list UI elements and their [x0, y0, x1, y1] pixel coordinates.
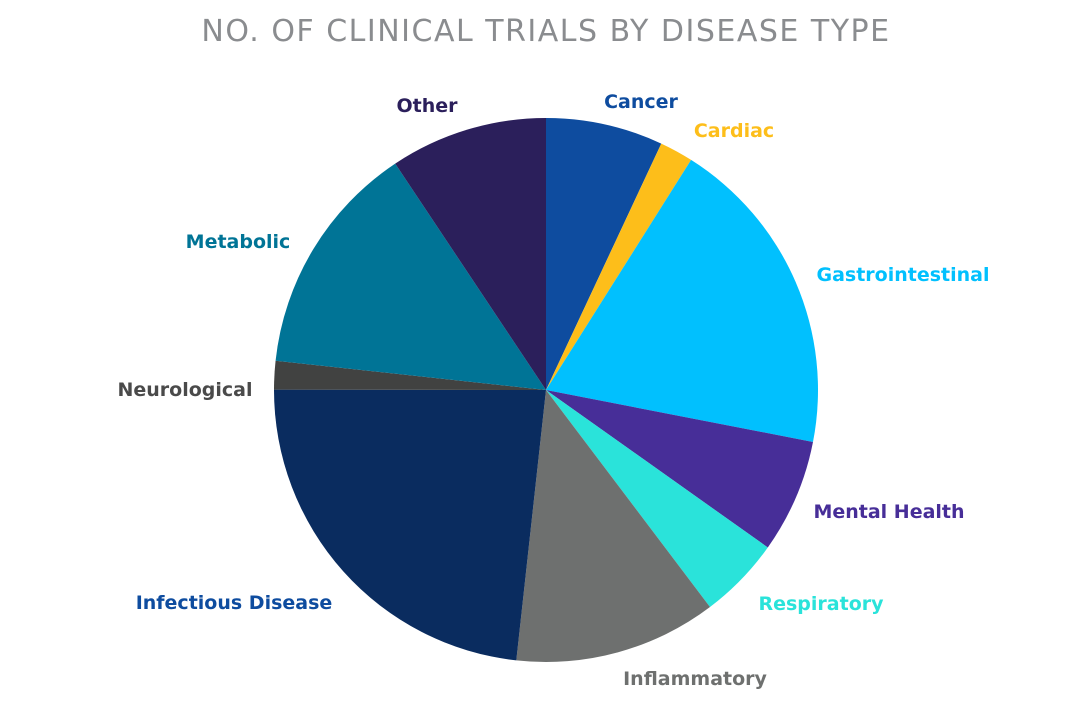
slice-label-other: Other: [396, 95, 458, 117]
slice-label-respiratory: Respiratory: [758, 593, 884, 615]
slice-label-cancer: Cancer: [604, 91, 678, 113]
pie-slice-other: [395, 118, 546, 390]
slice-label-neurological: Neurological: [117, 379, 252, 401]
slice-label-inflammatory: Inflammatory: [623, 668, 767, 690]
pie-slice-respiratory: [546, 390, 768, 608]
chart-title: NO. OF CLINICAL TRIALS BY DISEASE TYPE: [201, 14, 891, 49]
slice-label-metabolic: Metabolic: [186, 231, 291, 253]
pie-slice-neurological: [274, 360, 546, 390]
slice-label-infectious-disease: Infectious Disease: [136, 592, 333, 614]
pie-slice-inflammatory: [516, 390, 710, 662]
slice-label-gastrointestinal: Gastrointestinal: [816, 264, 989, 286]
pie-slice-cardiac: [546, 143, 692, 390]
pie-labels: Cancer Cardiac Gastrointestinal Mental Heal…: [117, 91, 989, 690]
pie-slices: [273, 118, 819, 662]
slice-label-mental-health: Mental Health: [813, 501, 964, 523]
slice-label-cardiac: Cardiac: [694, 120, 774, 142]
pie-slice-cancer: [546, 118, 662, 390]
pie-slice-infectious-disease: [273, 389, 546, 661]
pie-slice-gastrointestinal: [546, 159, 819, 442]
pie-slice-mental-health: [546, 390, 813, 548]
pie-slice-metabolic: [275, 163, 546, 390]
